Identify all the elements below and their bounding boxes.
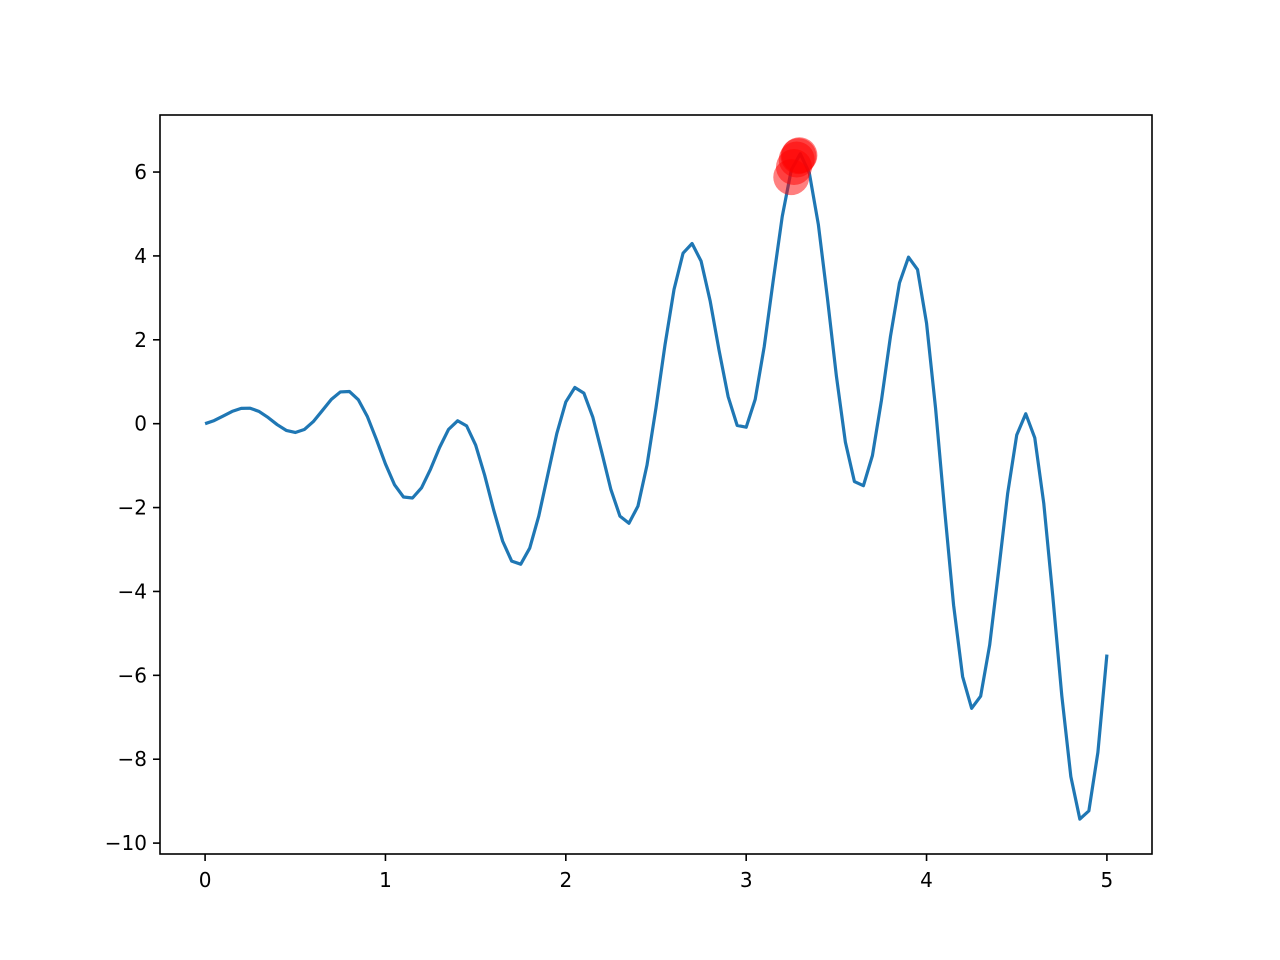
- series-line: [204, 152, 1109, 821]
- y-tick-label: −4: [118, 579, 147, 603]
- plot-lines: [204, 152, 1109, 821]
- x-tick-label: 5: [1101, 868, 1114, 892]
- scatter-markers: [773, 137, 818, 196]
- y-tick-label: −2: [118, 496, 147, 520]
- y-tick-label: −6: [118, 663, 147, 687]
- axes-frame: [159, 114, 1153, 855]
- scatter-point-4: [781, 137, 818, 174]
- x-tick-label: 1: [379, 868, 392, 892]
- x-tick-label: 0: [199, 868, 212, 892]
- x-tick-label: 3: [740, 868, 753, 892]
- x-tick-label: 4: [920, 868, 933, 892]
- x-axis: 0 1 2 3 4 5: [199, 854, 1114, 892]
- y-tick-label: −10: [105, 831, 147, 855]
- y-tick-label: 4: [134, 244, 147, 268]
- x-tick-label: 2: [559, 868, 572, 892]
- y-axis: 6 4 2 0 −2 −4 −6 −8 −10: [105, 160, 160, 855]
- y-tick-label: 0: [134, 412, 147, 436]
- y-tick-label: 6: [134, 160, 147, 184]
- y-tick-label: 2: [134, 328, 147, 352]
- y-tick-label: −8: [118, 747, 147, 771]
